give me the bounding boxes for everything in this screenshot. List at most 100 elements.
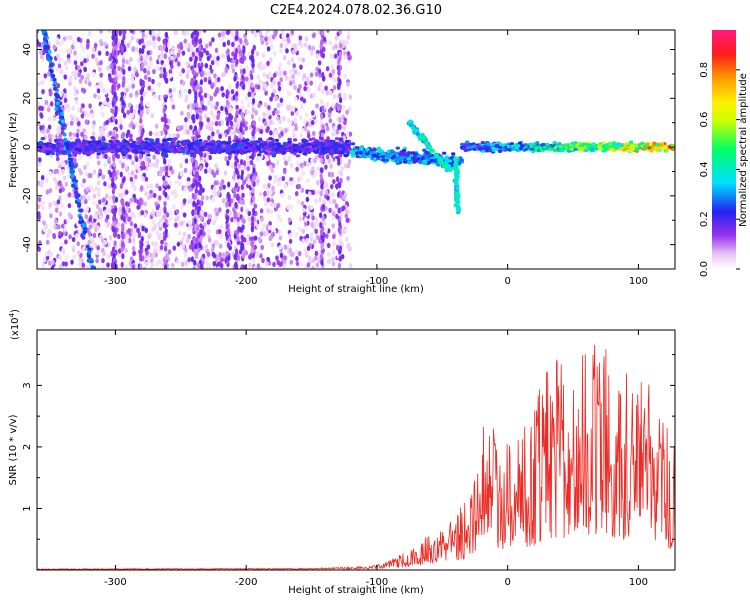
heatmap-cell-3336 — [227, 56, 231, 63]
heatmap-cell-2982 — [120, 261, 124, 268]
heatmap-cell-1125 — [244, 95, 249, 101]
heatmap-cell-1501 — [93, 213, 98, 219]
heatmap-cell-1581 — [263, 191, 267, 197]
heatmap-cell-2142 — [269, 83, 274, 89]
heatmap-cell-2082 — [133, 66, 137, 72]
heatmap-cell-412 — [92, 232, 97, 238]
heatmap-cell-1325 — [46, 107, 51, 113]
heatmap-cell-1209 — [133, 185, 137, 191]
heatmap-cell-4033 — [180, 150, 186, 154]
heatmap-cell-2385 — [322, 220, 326, 226]
heatmap-cell-2118 — [280, 192, 284, 199]
heatmap-cell-932 — [159, 207, 164, 213]
heatmap-cell-3251 — [234, 211, 238, 217]
heatmap-cell-3187 — [193, 36, 198, 43]
heatmap-cell-1384 — [74, 75, 78, 81]
heatmap-cell-2360 — [126, 42, 130, 49]
heatmap-cell-2564 — [85, 186, 90, 192]
heatmap-cell-569 — [130, 72, 135, 79]
heatmap-cell-1836 — [37, 214, 41, 220]
heatmap-cell-1503 — [340, 206, 345, 212]
heatmap-cell-2167 — [127, 84, 132, 90]
heatmap-cell-2028 — [37, 204, 40, 210]
heatmap-cell-2507 — [306, 262, 311, 268]
heatmap-cell-1423 — [58, 195, 62, 201]
heatmap-cell-1708 — [331, 223, 336, 229]
heatmap-cell-449 — [108, 235, 113, 241]
heatmap-cell-1471 — [76, 128, 80, 134]
heatmap-cell-2731 — [336, 244, 340, 251]
heatmap-cell-2217 — [187, 234, 191, 240]
heatmap-cell-2045 — [187, 198, 191, 204]
heatmap-cell-2121 — [269, 201, 274, 207]
heatmap-cell-2940 — [109, 63, 113, 70]
heatmap-cell-2229 — [310, 158, 314, 164]
heatmap-cell-3136 — [250, 82, 254, 89]
heatmap-cell-2293 — [67, 203, 72, 209]
heatmap-cell-1120 — [183, 30, 187, 36]
heatmap-cell-1727 — [307, 88, 311, 94]
heatmap-cell-2276 — [186, 180, 190, 187]
heatmap-cell-2767 — [337, 207, 341, 214]
heatmap-cell-81 — [272, 51, 277, 57]
chart-title: C2E4.2024.078.02.36.G10 — [270, 3, 442, 18]
heatmap-cell-1719 — [70, 259, 74, 265]
heatmap-cell-918 — [303, 264, 308, 269]
heatmap-cell-2330 — [315, 53, 319, 59]
heatmap-cell-1102 — [245, 65, 249, 71]
heatmap-cell-2176 — [157, 36, 161, 42]
heatmap-cell-3122 — [251, 49, 255, 56]
heatmap-cell-2764 — [337, 58, 341, 65]
heatmap-cell-2941 — [109, 171, 113, 178]
heatmap-cell-1679 — [328, 40, 333, 46]
heatmap-cell-2319 — [141, 176, 145, 182]
heatmap-cell-1035 — [264, 36, 268, 42]
heatmap-cell-3419 — [322, 75, 326, 82]
heatmap-cell-2098 — [180, 89, 184, 95]
heatmap-cell-1610 — [269, 119, 273, 125]
heatmap-cell-200 — [295, 261, 300, 267]
heatmap-cell-1417 — [297, 56, 301, 62]
heatmap-cell-1987 — [301, 170, 306, 176]
heatmap-cell-2611 — [163, 208, 167, 214]
heatmap-cell-1973 — [245, 76, 249, 82]
heatmap-cell-396 — [321, 88, 326, 94]
heatmap-cell-1849 — [325, 66, 330, 72]
heatmap-cell-24 — [309, 93, 314, 99]
heatmap-cell-2245 — [305, 238, 309, 244]
heatmap-cell-1721 — [271, 110, 276, 116]
heatmap-cell-2165 — [278, 235, 283, 241]
heatmap-cell-523 — [296, 199, 301, 205]
heatmap-cell-2740 — [337, 70, 341, 76]
heatmap-cell-548 — [296, 87, 301, 93]
heatmap-cell-1359 — [282, 116, 286, 122]
heatmap-cell-220 — [152, 154, 156, 160]
heatmap-cell-2281 — [311, 215, 315, 221]
heatmap-cell-974 — [62, 175, 67, 181]
heatmap-cell-1495 — [41, 200, 46, 206]
heatmap-cell-2034 — [265, 155, 269, 162]
heatmap-cell-101 — [55, 67, 59, 73]
heatmap-cell-1692 — [331, 131, 335, 137]
heatmap-cell-1681 — [146, 39, 151, 46]
heatmap-cell-883 — [244, 176, 249, 182]
heatmap-cell-726 — [61, 168, 65, 175]
heatmap-cell-1767 — [172, 245, 177, 251]
heatmap-cell-1475 — [232, 30, 237, 36]
heatmap-cell-770 — [258, 79, 262, 85]
heatmap-cell-3193 — [195, 113, 199, 120]
heatmap-cell-1906 — [314, 217, 319, 223]
heatmap-cell-745 — [256, 263, 261, 269]
heatmap-cell-2025 — [212, 55, 216, 61]
heatmap-cell-1807 — [275, 109, 279, 115]
heatmap-cell-829 — [332, 233, 336, 240]
heatmap-cell-2447 — [144, 89, 149, 95]
heatmap-cell-3010 — [120, 95, 124, 102]
heatmap-cell-3378 — [224, 106, 228, 113]
heatmap-cell-3430 — [319, 173, 323, 180]
heatmap-cell-1673 — [241, 192, 245, 198]
heatmap-cell-3167 — [195, 237, 199, 244]
heatmap-cell-2279 — [149, 61, 153, 67]
heatmap-cell-2002 — [105, 97, 110, 103]
heatmap-cell-2294 — [326, 195, 330, 201]
